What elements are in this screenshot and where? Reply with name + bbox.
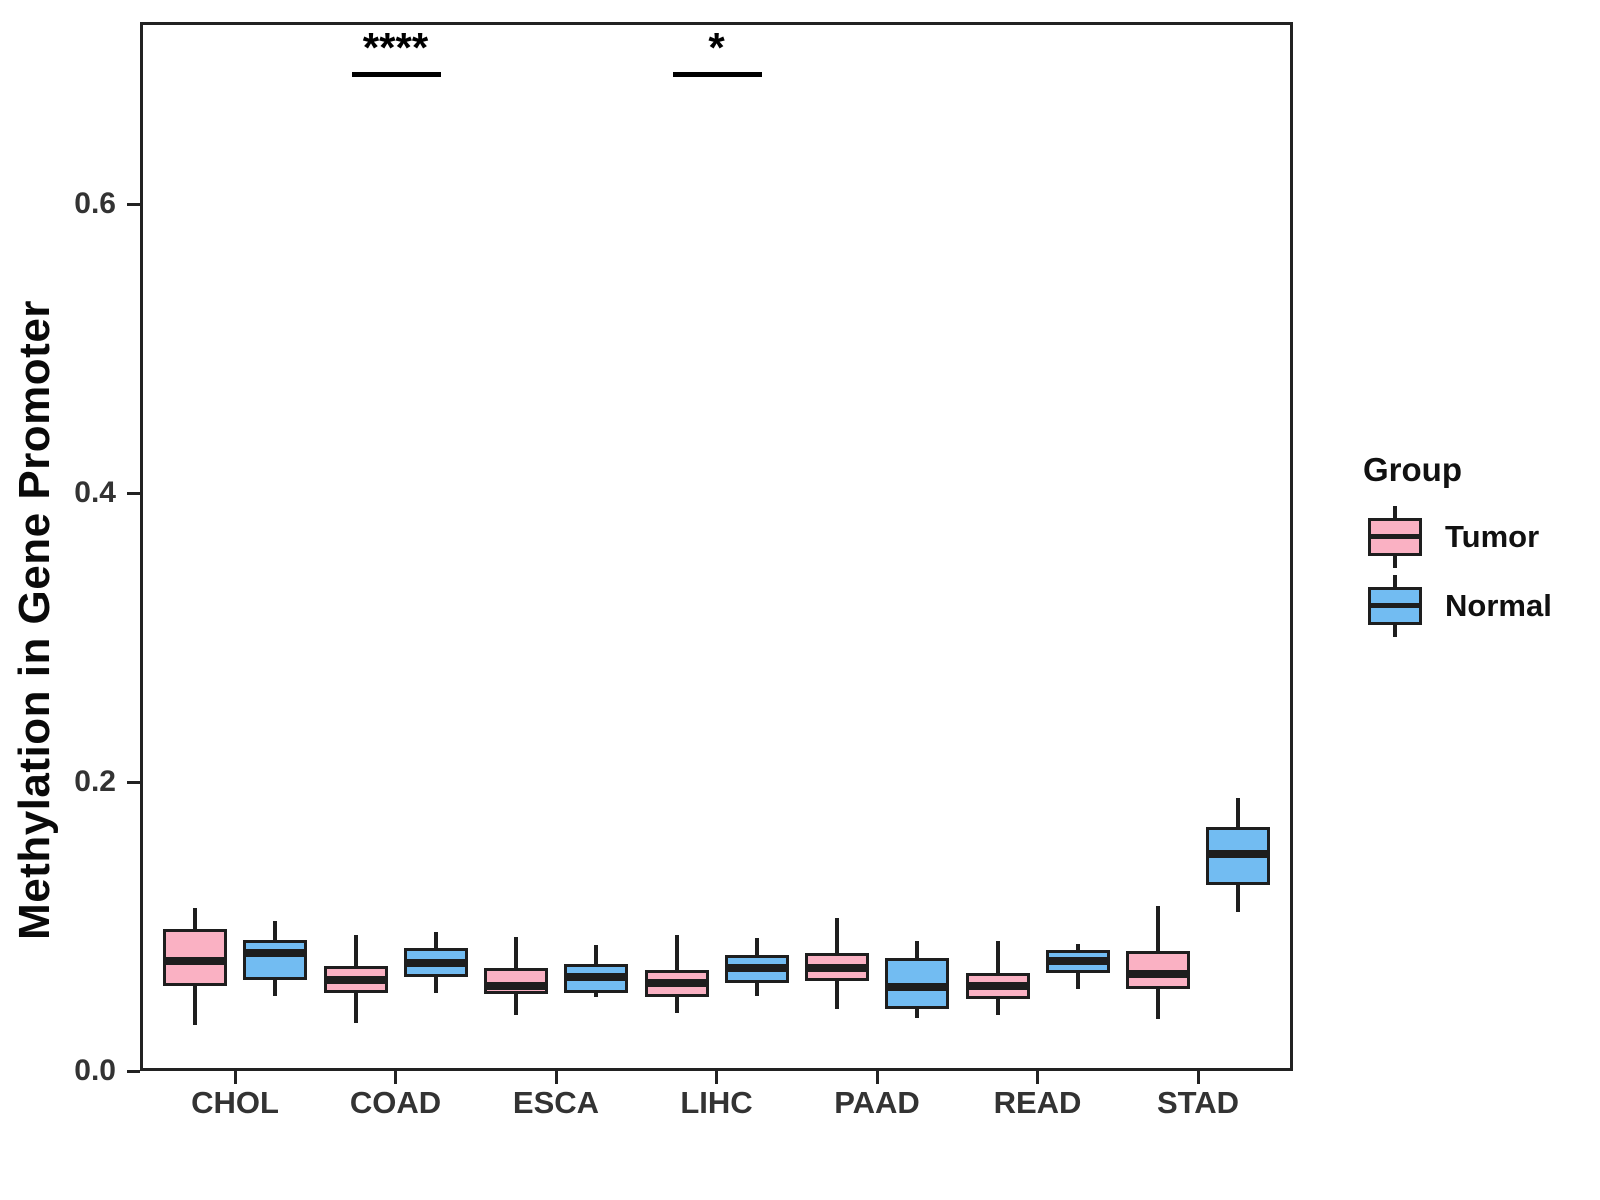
boxplot-whisker-lower: [353, 990, 358, 1024]
x-tick-label: COAD: [349, 1085, 442, 1120]
boxplot-median-line: [484, 981, 548, 990]
y-tick-label: 0.4: [74, 476, 116, 509]
x-tick-label: PAAD: [834, 1085, 920, 1120]
y-tick-mark: [127, 202, 140, 206]
x-tick-mark: [1196, 1071, 1200, 1084]
boxplot-whisker-upper: [754, 938, 759, 958]
boxplot-whisker-lower: [915, 1006, 919, 1018]
boxplot-median-line: [323, 975, 388, 984]
boxplot-whisker-lower: [995, 996, 1000, 1015]
x-tick-mark: [394, 1071, 397, 1084]
boxplot-whisker-upper: [835, 917, 839, 955]
legend-key-median: [1368, 603, 1422, 608]
boxplot-whisker-lower: [273, 977, 277, 996]
boxplot-median-line: [403, 958, 468, 967]
boxplot-whisker-upper: [1075, 943, 1080, 952]
boxplot-median-line: [1045, 957, 1110, 966]
boxplot-whisker-upper: [674, 935, 679, 972]
boxplot-median-line: [564, 973, 628, 982]
x-tick-label: STAD: [1156, 1085, 1240, 1120]
boxplot-whisker-upper: [1236, 797, 1240, 829]
boxplot-median-line: [1206, 850, 1270, 859]
legend-key-median: [1368, 534, 1422, 539]
y-tick-label: 0.0: [74, 1054, 116, 1087]
boxplot-whisker-upper: [273, 920, 277, 942]
boxplot-box: [243, 939, 307, 980]
legend-title: Group: [1363, 451, 1462, 488]
significance-bar: [672, 72, 762, 77]
y-tick-label: 0.2: [74, 765, 116, 798]
boxplot-whisker-upper: [1156, 906, 1160, 954]
legend-item-label: Normal: [1445, 588, 1552, 623]
y-tick-mark: [127, 780, 140, 784]
boxplot-whisker-lower: [835, 979, 839, 1009]
legend-item-label: Tumor: [1445, 519, 1540, 554]
significance-bar: [351, 72, 441, 77]
boxplot-whisker-upper: [193, 907, 197, 932]
x-tick-label: ESCA: [512, 1085, 600, 1120]
boxplot-whisker-lower: [594, 990, 598, 998]
boxplot-median-line: [1126, 970, 1190, 979]
boxplot-whisker-upper: [514, 936, 518, 971]
x-tick-label: READ: [993, 1085, 1082, 1120]
x-tick-mark: [233, 1071, 237, 1084]
boxplot-whisker-lower: [754, 980, 759, 996]
y-tick-label: 0.6: [74, 187, 116, 220]
y-tick-mark: [127, 491, 140, 495]
boxplot-whisker-upper: [433, 932, 438, 951]
boxplot-median-line: [644, 978, 709, 987]
boxplot-box: [484, 968, 548, 995]
boxplot-whisker-lower: [514, 992, 518, 1015]
significance-label: *: [708, 24, 725, 71]
x-tick-mark: [554, 1071, 558, 1084]
boxplot-median-line: [243, 948, 307, 957]
boxplot-whisker-upper: [915, 940, 919, 961]
boxplot-whisker-upper: [353, 935, 358, 968]
boxplot-median-line: [805, 964, 869, 973]
x-tick-label: CHOL: [191, 1085, 279, 1120]
x-tick-mark: [1036, 1071, 1039, 1084]
x-tick-label: LIHC: [680, 1085, 753, 1120]
y-tick-mark: [127, 1069, 140, 1073]
boxplot-whisker-lower: [193, 983, 197, 1025]
boxplot-whisker-upper: [995, 940, 1000, 975]
boxplot-whisker-lower: [674, 995, 679, 1014]
boxplot-whisker-lower: [1236, 882, 1240, 913]
x-tick-mark: [715, 1071, 718, 1084]
plot-panel: [140, 22, 1293, 1071]
boxplot-whisker-upper: [594, 945, 598, 967]
boxplot-median-line: [163, 957, 227, 966]
legend-key-whisker-top: [1393, 506, 1397, 520]
legend-key-whisker-bottom: [1393, 623, 1397, 637]
boxplot-median-line: [724, 964, 789, 973]
legend-key-whisker-bottom: [1393, 554, 1397, 568]
legend-key-whisker-top: [1393, 575, 1397, 589]
y-axis-title: Methylation in Gene Promoter: [10, 300, 59, 940]
significance-label: ****: [362, 24, 429, 71]
boxplot-median-line: [965, 981, 1030, 990]
boxplot-box: [1126, 951, 1190, 989]
boxplot-whisker-lower: [1075, 970, 1080, 989]
x-tick-mark: [875, 1071, 879, 1084]
boxplot-median-line: [885, 983, 949, 992]
boxplot-whisker-lower: [433, 975, 438, 993]
boxplot-whisker-lower: [1156, 986, 1160, 1019]
